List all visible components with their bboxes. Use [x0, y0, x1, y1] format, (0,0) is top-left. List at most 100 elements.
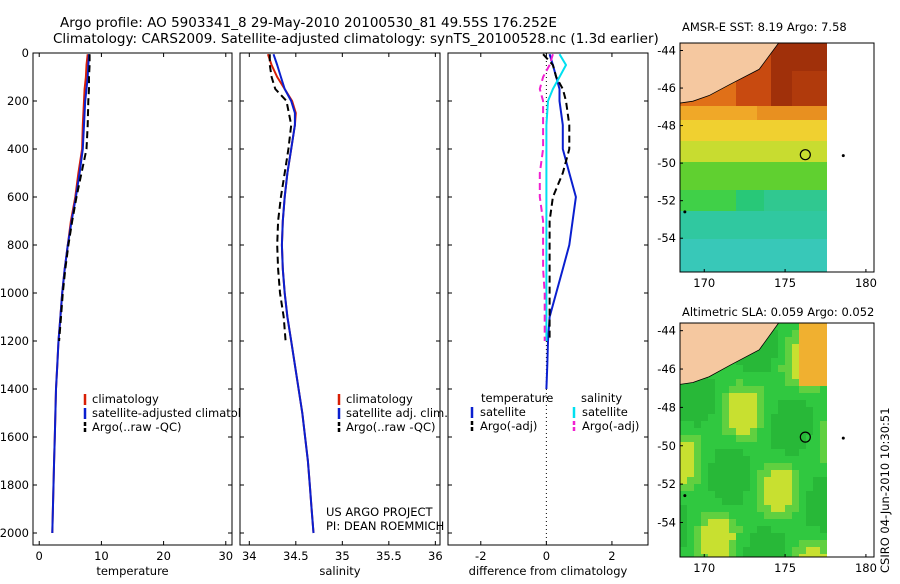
map-cell: [680, 526, 688, 534]
map-cell: [785, 498, 793, 506]
map-cell: [792, 358, 800, 366]
map-cell: [687, 218, 695, 226]
map-cell: [813, 442, 821, 450]
map-cell: [743, 127, 751, 135]
map-cell: [813, 400, 821, 408]
map-cell: [799, 344, 807, 352]
map-cell: [701, 407, 709, 415]
map-cell: [771, 190, 779, 198]
map-cell: [687, 225, 695, 233]
map-cell: [736, 505, 744, 513]
map-cell: [715, 218, 723, 226]
map-cell: [785, 379, 793, 387]
float-marker: [799, 149, 811, 161]
map-cell: [729, 85, 737, 93]
series-group: [51, 54, 91, 534]
map-cell: [687, 260, 695, 268]
map-cell: [736, 547, 744, 555]
map-cell: [757, 351, 765, 359]
map-cell: [785, 92, 793, 100]
map-cell: [722, 435, 730, 443]
float-dot: [841, 154, 845, 158]
map-cell: [778, 491, 786, 499]
y-tick-label: 1400: [0, 382, 29, 396]
map-cell: [771, 365, 779, 373]
map-cell: [778, 435, 786, 443]
map-cell: [743, 92, 751, 100]
map-cell: [764, 505, 772, 513]
map-cell: [806, 449, 814, 457]
map-cell: [813, 428, 821, 436]
map-cell: [687, 484, 695, 492]
map-cell: [820, 267, 827, 272]
map-cell: [715, 519, 723, 527]
map-cell: [785, 162, 793, 170]
map-cell: [778, 211, 786, 219]
map-cell: [785, 134, 793, 142]
map-cell: [792, 442, 800, 450]
map-cell: [813, 260, 821, 268]
map-cell: [792, 85, 800, 93]
map-cell: [799, 323, 807, 331]
sla-map-title: Altimetric SLA: 0.059 Argo: 0.052: [682, 305, 874, 319]
map-cell: [799, 99, 807, 107]
map-cell: [778, 533, 786, 541]
map-cell: [701, 162, 709, 170]
map-cell: [729, 547, 737, 555]
map-cell: [729, 92, 737, 100]
map-cell: [813, 64, 821, 72]
map-cell: [778, 351, 786, 359]
map-cell: [708, 239, 716, 247]
map-cell: [820, 400, 827, 408]
map-cell: [729, 512, 737, 520]
map-cell: [743, 414, 751, 422]
map-cell: [813, 190, 821, 198]
map-cell: [708, 547, 716, 555]
map-cell: [806, 554, 814, 557]
map-cell: [792, 148, 800, 156]
x-tick-label: 34: [242, 549, 257, 563]
map-cell: [715, 456, 723, 464]
map-cell: [694, 386, 702, 394]
map-cell: [799, 120, 807, 128]
map-cell: [785, 330, 793, 338]
map-cell: [778, 197, 786, 205]
map-cell: [708, 204, 716, 212]
map-cell: [813, 547, 821, 555]
map-cell: [785, 505, 793, 513]
map-cell: [715, 253, 723, 261]
map-cell: [680, 421, 688, 429]
map-cell: [694, 267, 702, 272]
map-cell: [806, 533, 814, 541]
map-cell: [792, 498, 800, 506]
legend-entry: Argo(-adj): [480, 419, 537, 433]
map-cell: [799, 498, 807, 506]
map-cell: [680, 386, 688, 394]
legend-group-title: temperature: [481, 391, 553, 405]
y-tick-label: 1600: [0, 430, 29, 444]
map-cell: [771, 498, 779, 506]
map-cell: [715, 176, 723, 184]
map-cell: [722, 477, 730, 485]
map-cell: [743, 85, 751, 93]
map-cell: [694, 246, 702, 254]
map-cell: [701, 106, 709, 114]
map-cell: [701, 393, 709, 401]
map-cell: [778, 127, 786, 135]
map-cell: [792, 169, 800, 177]
map-cell: [715, 442, 723, 450]
map-cell: [687, 540, 695, 548]
map-cell: [750, 365, 758, 373]
map-cell: [715, 540, 723, 548]
map-cell: [694, 435, 702, 443]
map-cell: [743, 148, 751, 156]
map-cell: [694, 540, 702, 548]
map-cell: [680, 505, 688, 513]
map-cell: [743, 393, 751, 401]
map-cell: [694, 526, 702, 534]
map-cell: [778, 393, 786, 401]
map-cell: [743, 113, 751, 121]
map-cell: [708, 386, 716, 394]
map-cell: [757, 414, 765, 422]
